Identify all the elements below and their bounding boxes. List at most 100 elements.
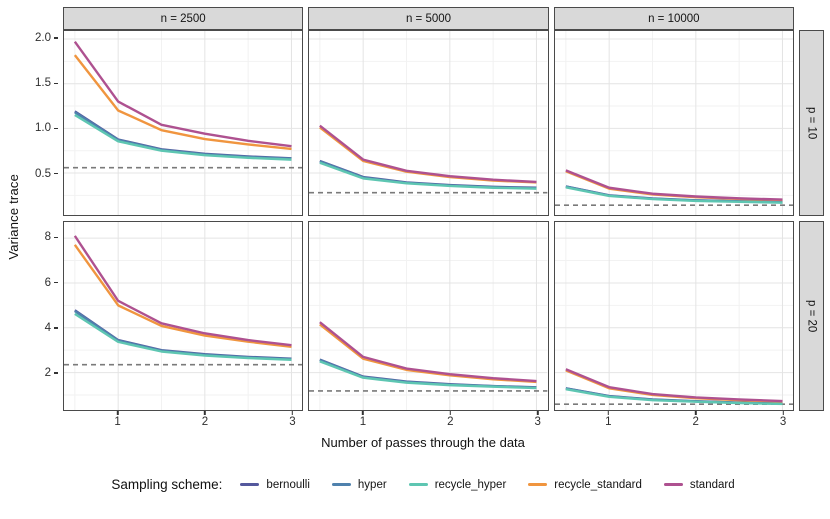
x-tick-label: 1 xyxy=(114,416,121,428)
legend-label: recycle_standard xyxy=(554,478,642,491)
faceted-line-chart-figure: Variance trace 0.5 1.0 1.5 2.0 n = 2500 n =… xyxy=(4,7,824,492)
facet-strip-label: n = 10000 xyxy=(648,12,700,25)
x-tick: 1 xyxy=(605,411,611,428)
x-tick-mark xyxy=(694,411,697,415)
y-tick-mark xyxy=(54,327,58,329)
facet-cell-n2500-p10: n = 2500 xyxy=(63,7,304,216)
facet-strip-n-10000: n = 10000 xyxy=(553,7,794,30)
x-tick-label: 3 xyxy=(289,416,296,428)
x-tick: 2 xyxy=(202,411,208,428)
legend-key-bernoulli xyxy=(240,483,260,486)
legend-title: Sampling scheme: xyxy=(111,477,223,492)
series-line-standard xyxy=(320,126,537,182)
row-strip-column-row2: p = 20 xyxy=(798,221,824,411)
y-tick: 8 xyxy=(45,231,58,243)
facet-strip-label: p = 10 xyxy=(805,106,818,140)
strip-spacer xyxy=(22,7,58,30)
facet-strip-n-2500: n = 2500 xyxy=(63,7,304,30)
y-tick-label: 4 xyxy=(44,321,51,334)
facet-strip-p-20: p = 20 xyxy=(798,221,824,411)
x-axis-ticks-row: 1 2 3 1 2 3 1 2 3 xyxy=(22,411,824,432)
x-tick: 1 xyxy=(360,411,366,428)
x-ticks-col3: 1 2 3 xyxy=(554,411,794,432)
x-ticks-col2: 1 2 3 xyxy=(308,411,548,432)
x-tick-mark xyxy=(362,411,364,415)
y-tick-mark xyxy=(54,281,58,284)
panel-p20-n10000 xyxy=(553,221,794,411)
facet-cell-n5000-p10: n = 5000 xyxy=(308,7,549,216)
row-strip-column-row1: p = 10 xyxy=(798,7,824,216)
y-tick-mark xyxy=(54,127,58,130)
y-tick-label: 1.5 xyxy=(35,77,51,90)
series-line-recycle_standard xyxy=(75,55,292,149)
x-tick: 2 xyxy=(447,411,454,428)
series-line-standard xyxy=(566,170,783,199)
y-tick: 2.0 xyxy=(35,32,58,44)
panel-p10-n10000 xyxy=(553,30,794,216)
legend-key-standard xyxy=(663,483,683,486)
legend-key-hyper xyxy=(331,483,351,486)
x-tick-label: 1 xyxy=(605,416,612,428)
y-tick: 6 xyxy=(45,277,58,289)
x-tick-mark xyxy=(449,411,452,415)
x-axis-title: Number of passes through the data xyxy=(321,435,525,450)
legend-item-recycle_hyper: recycle_hyper xyxy=(408,478,507,491)
legend-label: bernoulli xyxy=(266,478,310,491)
panel-p10-n2500 xyxy=(63,30,304,216)
x-tick-mark xyxy=(204,411,206,415)
panel-p10-n5000 xyxy=(308,30,549,216)
facet-cell-n10000-p20 xyxy=(553,221,794,411)
y-tick-mark xyxy=(54,172,58,175)
legend-label: recycle_hyper xyxy=(434,478,507,491)
x-tick-label: 2 xyxy=(201,416,209,428)
y-tick-mark xyxy=(54,372,58,374)
facet-grid: 0.5 1.0 1.5 2.0 n = 2500 n = 5000 n = 10000 xyxy=(22,7,824,411)
y-tick-label: 1.0 xyxy=(35,122,51,135)
y-tick: 2 xyxy=(45,367,58,379)
y-tick: 1.0 xyxy=(35,122,58,134)
facet-strip-label: n = 2500 xyxy=(160,12,206,25)
legend-label: hyper xyxy=(357,478,387,491)
x-ticks-col1: 1 2 3 xyxy=(63,411,303,432)
y-tick-mark xyxy=(54,82,58,85)
facet-strip-label: p = 20 xyxy=(805,299,818,333)
x-tick-label: 3 xyxy=(534,416,541,428)
x-tick: 1 xyxy=(114,411,121,428)
plot-main-area: 0.5 1.0 1.5 2.0 n = 2500 n = 5000 n = 10000 xyxy=(22,7,824,492)
series-line-standard xyxy=(75,236,292,345)
series-line-standard xyxy=(320,322,537,381)
facet-strip-n-5000: n = 5000 xyxy=(308,7,549,30)
y-axis-title: Variance trace xyxy=(5,174,21,260)
facet-cell-n10000-p10: n = 10000 xyxy=(553,7,794,216)
y-tick-mark xyxy=(54,37,58,39)
y-tick-label: 2 xyxy=(44,367,51,380)
series-line-recycle_hyper xyxy=(75,314,292,360)
x-tick: 3 xyxy=(535,411,541,428)
y-axis-title-column: Variance trace xyxy=(4,7,22,427)
y-tick-label: 8 xyxy=(44,231,51,244)
x-tick-label: 1 xyxy=(359,416,367,428)
y-tick: 0.5 xyxy=(35,168,58,180)
series-line-recycle_hyper xyxy=(566,389,783,404)
y-axis-ticks-column-row2: 2 4 6 8 xyxy=(22,221,58,411)
series-line-recycle_standard xyxy=(75,245,292,347)
series-line-recycle_hyper xyxy=(75,115,292,160)
facet-strip-label: n = 5000 xyxy=(405,12,452,25)
legend-key-recycle_hyper xyxy=(408,483,428,486)
x-tick: 3 xyxy=(289,411,296,428)
facet-strip-p-10: p = 10 xyxy=(798,30,824,216)
series-line-recycle_hyper xyxy=(320,361,537,388)
legend-items: bernoulli hyper recycle_hyper recycle_stand… xyxy=(240,478,735,491)
legend: Sampling scheme: bernoulli hyper recycle_h… xyxy=(22,477,824,492)
y-tick-mark xyxy=(54,236,58,239)
series-line-standard xyxy=(75,42,292,146)
x-ticks-spacer-left xyxy=(22,411,58,432)
facet-cell-n2500-p20 xyxy=(63,221,304,411)
panel-p20-n5000 xyxy=(308,221,549,411)
x-tick-label: 2 xyxy=(447,416,454,428)
series-line-recycle_hyper xyxy=(320,163,537,189)
x-tick-mark xyxy=(536,411,539,415)
y-tick-label: 2.0 xyxy=(35,32,51,45)
legend-item-recycle_standard: recycle_standard xyxy=(528,479,642,491)
y-tick: 4 xyxy=(45,322,58,334)
